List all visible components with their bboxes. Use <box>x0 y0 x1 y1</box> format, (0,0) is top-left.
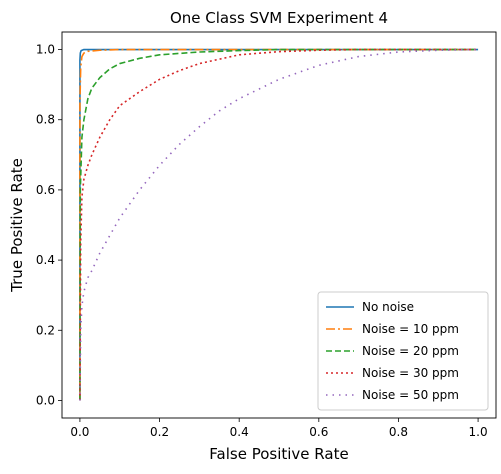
y-tick-label: 0.8 <box>36 113 55 127</box>
y-tick-label: 0.6 <box>36 183 55 197</box>
chart-title: One Class SVM Experiment 4 <box>170 9 388 27</box>
axis-ticks: 0.0 0.2 0.4 0.6 0.8 1.0 0.0 0.2 0.4 0.6 0.8 1.0 <box>36 43 488 439</box>
x-axis-label: False Positive Rate <box>209 445 348 463</box>
legend-box <box>317 291 489 411</box>
y-tick-label: 0.0 <box>36 393 55 407</box>
series-line-4 <box>79 48 479 401</box>
y-tick-label: 0.4 <box>36 253 55 267</box>
x-tick-label: 0.6 <box>309 425 328 439</box>
x-tick-label: 0.0 <box>70 425 89 439</box>
y-tick-label: 0.2 <box>36 323 55 337</box>
legend-label: Noise = 10 ppm <box>362 322 459 336</box>
legend-label: No noise <box>362 300 414 314</box>
series-line-5 <box>79 48 479 401</box>
series-line-2 <box>79 48 479 401</box>
y-axis-label: True Positive Rate <box>8 158 26 293</box>
series-line-1 <box>79 48 479 401</box>
x-tick-label: 1.0 <box>469 425 488 439</box>
legend-label: Noise = 50 ppm <box>362 388 459 402</box>
legend: No noise Noise = 10 ppm Noise = 20 ppm Nois… <box>317 291 489 411</box>
x-tick-label: 0.2 <box>150 425 169 439</box>
y-tick-label: 1.0 <box>36 43 55 57</box>
x-tick-label: 0.8 <box>389 425 408 439</box>
series-layer <box>79 48 479 401</box>
x-tick-label: 0.4 <box>230 425 249 439</box>
legend-label: Noise = 30 ppm <box>362 366 459 380</box>
legend-label: Noise = 20 ppm <box>362 344 459 358</box>
